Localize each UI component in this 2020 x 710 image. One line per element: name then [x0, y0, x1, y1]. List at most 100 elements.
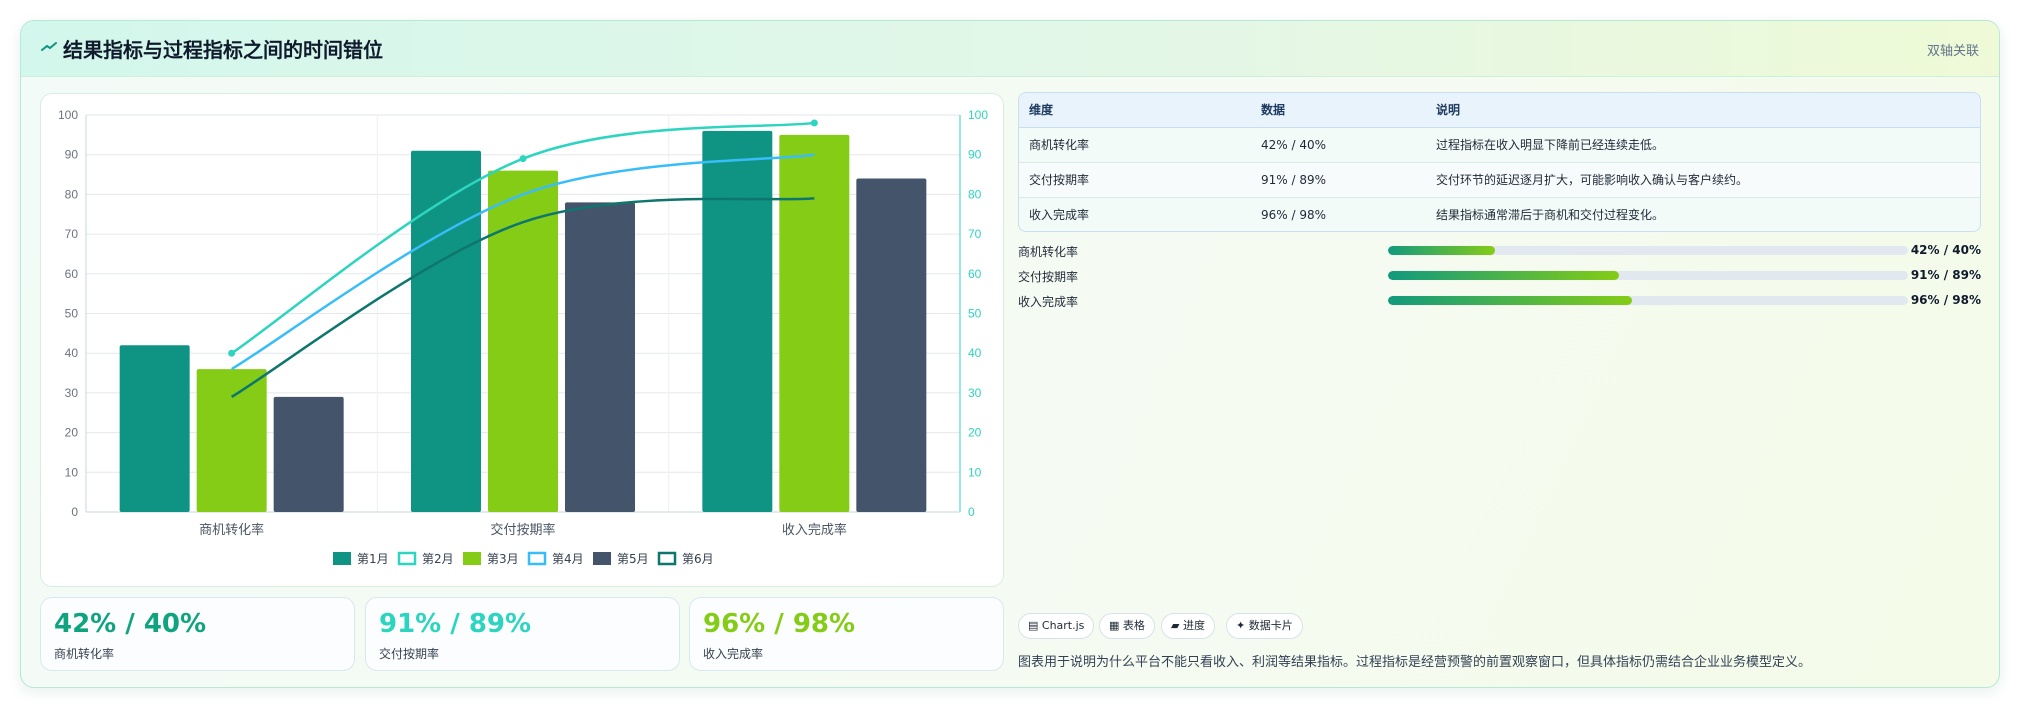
progress-label: 交付按期率 [1018, 270, 1079, 284]
dashboard-card: 结果指标与过程指标之间的时间错位 双轴关联 0 0 10 10 20 20 30 30 40 40… [20, 20, 2000, 688]
kpi-value: 91% / 89% [379, 609, 532, 639]
tag-progress[interactable]: ▰ 进度 [1161, 613, 1215, 639]
y2-tick-label: 10 [968, 465, 982, 479]
y2-tick-label: 0 [968, 505, 975, 519]
progress-label: 商机转化率 [1018, 245, 1079, 259]
y-tick-label: 100 [58, 108, 78, 122]
progress-value: 42% / 40% [1910, 243, 1981, 257]
bar [702, 130, 773, 512]
y-tick-label: 30 [65, 386, 79, 400]
legend-swatch [657, 551, 677, 566]
y2-tick-label: 50 [968, 307, 982, 321]
legend-label: 第2月 [422, 552, 454, 566]
y-tick-label: 60 [65, 267, 79, 281]
legend-item: 第4月 [527, 551, 584, 566]
bar [488, 170, 558, 512]
y-tick-label: 70 [65, 227, 79, 241]
data-table: 维度 数据 说明 商机转化率 42% / 40% 过程指标在收入明显下降前已经连… [1019, 93, 1980, 231]
y2-tick-label: 90 [968, 148, 982, 162]
legend-label: 第1月 [357, 552, 389, 566]
combo-chart: 0 0 10 10 20 20 30 30 40 40 50 50 60 60 70 70 80 80 90 90 10… [58, 108, 988, 566]
x-tick-label: 收入完成率 [782, 522, 847, 538]
legend-swatch [527, 551, 547, 566]
y2-tick-label: 70 [968, 227, 982, 241]
legend-label: 第4月 [552, 552, 584, 566]
y2-tick-label: 40 [968, 346, 982, 360]
series-point [810, 119, 818, 127]
progress-row: 收入完成率 96% / 98% [1018, 292, 1981, 309]
series-line [231, 197, 815, 398]
legend-label: 第6月 [682, 552, 714, 566]
legend-label: 第5月 [617, 552, 649, 566]
y-tick-label: 80 [65, 187, 79, 201]
kpi-label: 商机转化率 [54, 647, 115, 661]
x-tick-label: 交付按期率 [490, 522, 555, 538]
table-row: 交付按期率 91% / 89% 交付环节的延迟逐月扩大，可能影响收入确认与客户续… [1019, 162, 1980, 198]
bar [565, 202, 635, 512]
progress-track [1388, 246, 1908, 255]
bar [779, 134, 850, 512]
tag-table[interactable]: ▦ 表格 [1099, 613, 1155, 639]
column-header-data: 数据 [1251, 93, 1426, 128]
y-tick-label: 90 [65, 148, 79, 162]
table-row: 收入完成率 96% / 98% 结果指标通常滞后于商机和交付过程变化。 [1019, 197, 1980, 231]
table-cell: 结果指标通常滞后于商机和交付过程变化。 [1436, 208, 1665, 223]
progress-value: 91% / 89% [1910, 268, 1981, 282]
tag-chartjs[interactable]: ▤ Chart.js [1018, 613, 1095, 639]
dual-axis-link[interactable]: 双轴关联 [1926, 44, 1979, 59]
column-header-dimension: 维度 [1019, 93, 1251, 128]
kpi-value: 42% / 40% [54, 609, 207, 639]
bar [196, 369, 267, 512]
bar [273, 396, 344, 512]
chart-panel: 0 0 10 10 20 20 30 30 40 40 50 50 60 60 70 70 80 80 90 90 10… [40, 93, 1004, 587]
progress-track [1388, 271, 1908, 280]
table-cell: 商机转化率 [1019, 127, 1251, 163]
y-tick-label: 0 [71, 505, 78, 519]
progress-value: 96% / 98% [1910, 293, 1981, 307]
y2-tick-label: 60 [968, 267, 982, 281]
legend-item: 第2月 [397, 551, 454, 566]
legend-swatch [397, 551, 417, 566]
series-point [519, 155, 527, 163]
trend-icon [41, 42, 57, 51]
chart-note: 图表用于说明为什么平台不能只看收入、利润等结果指标。过程指标是经营预警的前置观察… [1018, 655, 1812, 670]
table-cell: 过程指标在收入明显下降前已经连续走低。 [1426, 127, 1980, 163]
x-tick-label: 商机转化率 [199, 522, 264, 538]
legend-label: 第3月 [487, 552, 519, 566]
legend-item: 第1月 [333, 552, 389, 566]
bar [411, 150, 481, 513]
y-tick-label: 10 [65, 465, 79, 479]
table-header-row: 维度 数据 说明 [1019, 93, 1980, 128]
table-cell: 收入完成率 [1029, 208, 1090, 223]
kpi-label: 收入完成率 [703, 647, 764, 661]
column-header-description: 说明 [1426, 93, 1980, 128]
progress-label: 收入完成率 [1018, 295, 1079, 309]
y-tick-label: 20 [65, 426, 79, 440]
legend-item: 第3月 [463, 552, 519, 566]
progress-fill [1388, 246, 1495, 255]
kpi-card: 96% / 98% 收入完成率 [689, 597, 1004, 671]
table-cell: 交付按期率 [1019, 162, 1251, 198]
y-tick-label: 50 [65, 307, 79, 321]
table-cell: 42% / 40% [1251, 127, 1426, 163]
tag-data-card[interactable]: ✦ 数据卡片 [1226, 613, 1303, 639]
progress-row: 交付按期率 91% / 89% [1018, 267, 1981, 284]
table-row: 商机转化率 42% / 40% 过程指标在收入明显下降前已经连续走低。 [1019, 127, 1980, 163]
series-point [228, 349, 236, 357]
table-cell: 交付环节的延迟逐月扩大，可能影响收入确认与客户续约。 [1426, 162, 1980, 198]
progress-fill [1388, 296, 1633, 305]
legend-swatch [593, 552, 611, 565]
table-cell: 91% / 89% [1251, 162, 1426, 198]
legend-item: 第6月 [657, 551, 714, 566]
page-title: 结果指标与过程指标之间的时间错位 [63, 38, 383, 62]
card-header: 结果指标与过程指标之间的时间错位 双轴关联 [21, 21, 1999, 77]
bar [119, 345, 190, 512]
data-table-panel: 维度 数据 说明 商机转化率 42% / 40% 过程指标在收入明显下降前已经连… [1018, 92, 1981, 232]
y2-tick-label: 30 [968, 386, 982, 400]
kpi-card: 42% / 40% 商机转化率 [40, 597, 355, 671]
progress-fill [1388, 271, 1620, 280]
table-cell: 96% / 98% [1261, 207, 1327, 222]
legend-item: 第5月 [593, 552, 649, 566]
y2-tick-label: 80 [968, 187, 982, 201]
bar [856, 178, 927, 512]
